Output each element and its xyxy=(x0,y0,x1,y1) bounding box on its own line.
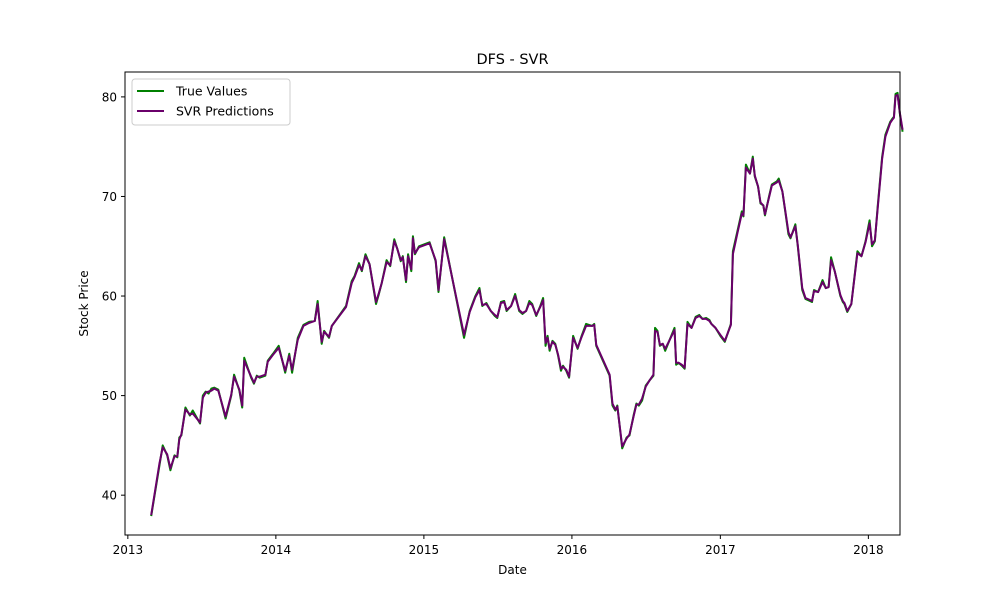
plot-frame xyxy=(124,71,901,536)
legend-box xyxy=(131,78,291,126)
legend-label-true-values: True Values xyxy=(175,84,247,99)
x-axis-label: Date xyxy=(498,563,527,577)
series-layer xyxy=(150,91,904,517)
legend: True Values SVR Predictions xyxy=(131,78,291,126)
x-axis: 2013 2014 2015 2016 2017 2018 xyxy=(113,535,884,557)
y-axis-label: Stock Price xyxy=(77,270,91,336)
x-tick-label: 2014 xyxy=(261,543,292,557)
y-tick-label: 60 xyxy=(102,290,117,304)
y-tick-label: 70 xyxy=(102,190,117,204)
x-tick-label: 2015 xyxy=(409,543,440,557)
x-tick-label: 2013 xyxy=(113,543,144,557)
chart-title: DFS - SVR xyxy=(476,52,548,68)
legend-label-svr-predictions: SVR Predictions xyxy=(176,104,274,119)
x-tick-label: 2017 xyxy=(705,543,736,557)
x-tick-label: 2018 xyxy=(853,543,884,557)
y-axis: 40 50 60 70 80 xyxy=(102,90,125,503)
y-tick-label: 80 xyxy=(102,90,117,104)
x-tick-label: 2016 xyxy=(557,543,588,557)
y-tick-label: 50 xyxy=(102,389,117,403)
y-tick-label: 40 xyxy=(102,489,117,503)
series-line-svr-predictions xyxy=(150,93,904,516)
